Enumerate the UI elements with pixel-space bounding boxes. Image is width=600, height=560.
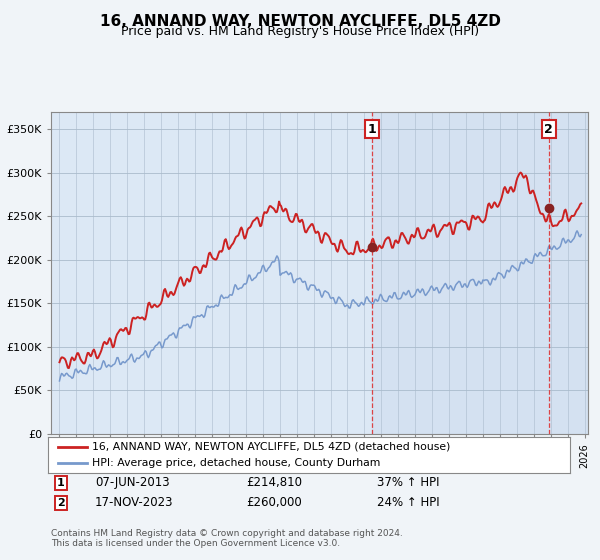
Text: 2: 2 bbox=[57, 498, 65, 508]
Text: 37% ↑ HPI: 37% ↑ HPI bbox=[377, 476, 439, 489]
Text: 2: 2 bbox=[544, 123, 553, 136]
Bar bbox=[371, 112, 588, 434]
Text: Contains HM Land Registry data © Crown copyright and database right 2024.: Contains HM Land Registry data © Crown c… bbox=[51, 529, 403, 538]
Text: 16, ANNAND WAY, NEWTON AYCLIFFE, DL5 4ZD (detached house): 16, ANNAND WAY, NEWTON AYCLIFFE, DL5 4ZD… bbox=[92, 442, 451, 451]
Text: 1: 1 bbox=[367, 123, 376, 136]
Text: Price paid vs. HM Land Registry's House Price Index (HPI): Price paid vs. HM Land Registry's House … bbox=[121, 25, 479, 38]
Text: HPI: Average price, detached house, County Durham: HPI: Average price, detached house, Coun… bbox=[92, 459, 381, 468]
Text: 24% ↑ HPI: 24% ↑ HPI bbox=[377, 496, 439, 510]
Text: This data is licensed under the Open Government Licence v3.0.: This data is licensed under the Open Gov… bbox=[51, 539, 340, 548]
Text: £214,810: £214,810 bbox=[247, 476, 302, 489]
Text: 17-NOV-2023: 17-NOV-2023 bbox=[95, 496, 173, 510]
Text: 16, ANNAND WAY, NEWTON AYCLIFFE, DL5 4ZD: 16, ANNAND WAY, NEWTON AYCLIFFE, DL5 4ZD bbox=[100, 14, 500, 29]
Text: 1: 1 bbox=[57, 478, 65, 488]
Text: 07-JUN-2013: 07-JUN-2013 bbox=[95, 476, 170, 489]
Text: £260,000: £260,000 bbox=[247, 496, 302, 510]
